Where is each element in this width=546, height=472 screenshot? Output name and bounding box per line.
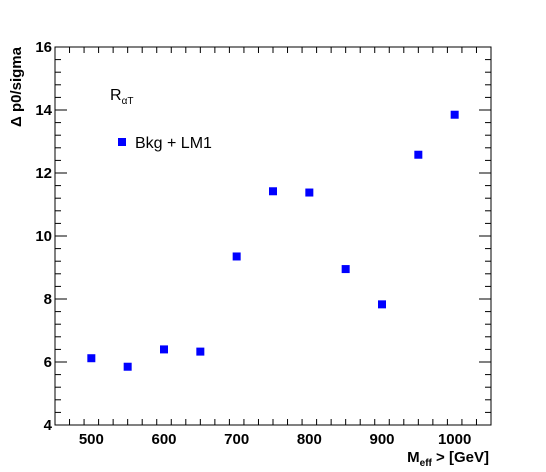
- x-axis-title: Meff > [GeV]: [407, 449, 489, 469]
- y-tick-label: 6: [44, 354, 52, 371]
- y-tick-labels: 4 6 8 10 12 14 16: [35, 39, 52, 434]
- y-tick-label: 16: [35, 39, 52, 56]
- data-point: [232, 252, 241, 261]
- x-axis-title-sub: eff: [420, 458, 433, 469]
- x-tick-labels: 500 600 700 800 900 1000: [79, 431, 472, 448]
- legend-label: Bkg + LM1: [135, 135, 212, 152]
- data-point: [450, 110, 459, 119]
- data-points: [87, 110, 459, 371]
- data-point: [196, 347, 205, 356]
- legend: Bkg + LM1: [118, 135, 212, 152]
- x-tick-label: 800: [297, 431, 322, 448]
- annotation: RαT: [110, 87, 133, 107]
- x-tick-label: 600: [151, 431, 176, 448]
- data-point: [378, 300, 386, 309]
- axis-ticks: [54, 46, 492, 426]
- x-tick-label: 900: [369, 431, 394, 448]
- data-point: [123, 362, 132, 371]
- data-point: [269, 187, 277, 196]
- y-axis-title: Δ p0/sigma: [8, 46, 25, 127]
- x-tick-label: 1000: [438, 431, 471, 448]
- y-tick-label: 12: [35, 165, 52, 182]
- y-tick-label: 4: [44, 417, 53, 434]
- y-tick-label: 10: [35, 228, 52, 245]
- y-tick-label: 8: [44, 291, 52, 308]
- x-tick-label: 700: [224, 431, 249, 448]
- data-point: [160, 345, 168, 354]
- annotation-sub: αT: [122, 96, 134, 107]
- annotation-main: R: [110, 87, 122, 104]
- x-axis-title-main: M: [407, 449, 420, 466]
- data-point: [87, 354, 96, 363]
- data-point: [414, 150, 423, 159]
- y-tick-label: 14: [35, 102, 52, 119]
- x-tick-label: 500: [79, 431, 104, 448]
- data-point: [341, 265, 350, 274]
- data-point: [305, 188, 314, 197]
- x-axis-title-rest: > [GeV]: [432, 449, 489, 466]
- legend-marker: [118, 138, 126, 146]
